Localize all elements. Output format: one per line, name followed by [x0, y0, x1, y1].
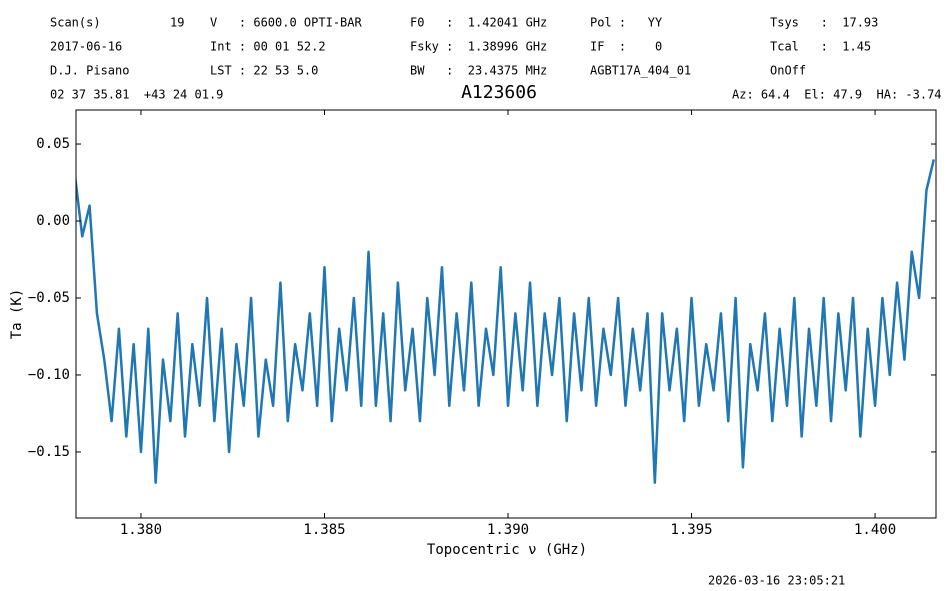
- y-tick-label: 0.05: [36, 136, 70, 152]
- x-tick-label: 1.385: [303, 522, 345, 538]
- header-text: Az: 64.4 El: 47.9 HA: -3.74: [732, 88, 942, 102]
- header-text: Pol : YY: [590, 16, 663, 30]
- x-axis-label: Topocentric ν (GHz): [427, 542, 587, 558]
- y-tick-label: 0.00: [36, 213, 70, 229]
- header-text: LST : 22 53 5.0: [210, 64, 318, 78]
- chart-title: A123606: [461, 82, 537, 103]
- header: Scan(s) 19 V : 6600.0 OPTI-BAR F0 : 1.42…: [50, 16, 942, 102]
- header-text: Int : 00 01 52.2: [210, 40, 326, 54]
- spectrum-line: [76, 159, 936, 484]
- x-tick-label: 1.400: [854, 522, 896, 538]
- header-text: F0 : 1.42041 GHz: [410, 16, 547, 30]
- header-text: IF : 0: [590, 40, 662, 54]
- x-tick-label: 1.395: [670, 522, 712, 538]
- header-text: V : 6600.0 OPTI-BAR: [210, 16, 362, 30]
- header-text: 2017-06-16: [50, 40, 122, 54]
- header-text: OnOff: [770, 64, 806, 78]
- y-axis-label: Ta (K): [9, 289, 25, 340]
- header-text: 02 37 35.81 +43 24 01.9: [50, 88, 223, 102]
- header-text: Tcal : 1.45: [770, 40, 871, 54]
- header-text: 19: [170, 16, 184, 30]
- y-tick-label: −0.05: [28, 290, 70, 306]
- plot-area: [76, 159, 936, 484]
- header-text: Fsky : 1.38996 GHz: [410, 40, 547, 54]
- header-text: Tsys : 17.93: [770, 16, 878, 30]
- y-tick-label: −0.15: [28, 444, 70, 460]
- x-tick-label: 1.380: [120, 522, 162, 538]
- x-tick-label: 1.390: [487, 522, 529, 538]
- header-text: BW : 23.4375 MHz: [410, 64, 547, 78]
- header-text: D.J. Pisano: [50, 64, 129, 78]
- axes-frame: [75, 109, 937, 519]
- header-text: AGBT17A_404_01: [590, 64, 691, 78]
- timestamp: 2026-03-16 23:05:21: [708, 574, 845, 588]
- header-text: Scan(s): [50, 16, 101, 30]
- y-tick-label: −0.10: [28, 367, 70, 383]
